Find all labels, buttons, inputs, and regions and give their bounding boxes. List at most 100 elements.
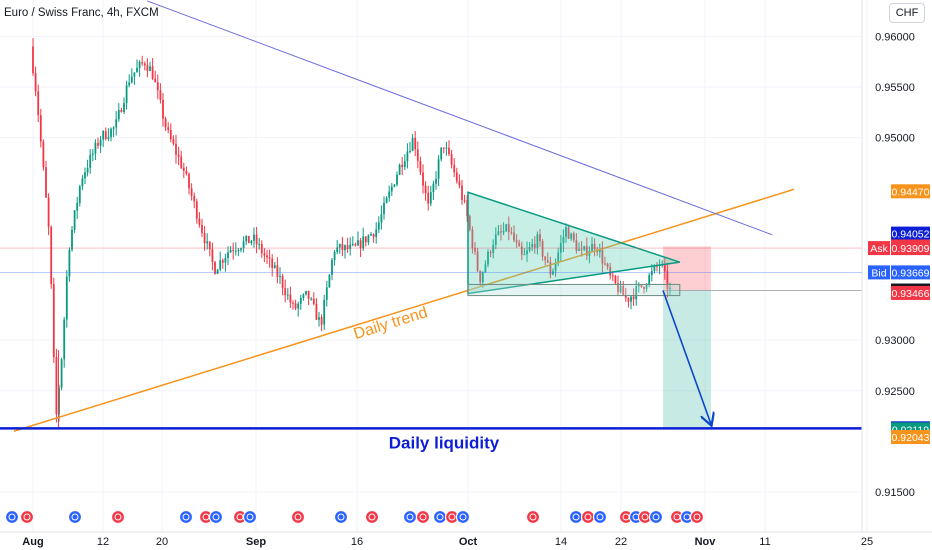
y-tick-label: 0.95000 — [875, 133, 915, 145]
event-marker-icon — [584, 513, 592, 521]
short-position-tool[interactable] — [663, 246, 862, 430]
candle-body — [388, 191, 391, 198]
candle-body — [617, 283, 619, 293]
time-axis[interactable]: Aug 12 20 Sep 16 Oct 14 22 Nov 11 25 — [0, 531, 932, 548]
candle-body — [320, 317, 323, 325]
price-badge-value: 0.92043 — [892, 432, 930, 444]
candle-body — [536, 234, 539, 248]
daily-liquidity-label: Daily liquidity — [389, 433, 500, 452]
candle-body — [318, 317, 320, 320]
price-badge-value: 0.93669 — [892, 267, 930, 279]
candle-body — [84, 172, 86, 179]
candle-body — [650, 270, 653, 276]
candle-body — [375, 229, 378, 238]
candle-body — [89, 154, 92, 169]
candle-body — [643, 286, 645, 289]
candle-body — [107, 137, 110, 140]
candle-body — [133, 72, 136, 77]
candle-body — [598, 249, 601, 253]
candle-body — [393, 184, 396, 187]
candle-body — [315, 303, 318, 320]
candle-body — [260, 243, 263, 254]
event-marker-icon — [448, 513, 456, 521]
candle-body — [180, 156, 183, 168]
candle-body — [117, 110, 120, 120]
candle-body — [346, 245, 349, 249]
candle-body — [167, 127, 170, 131]
candle-body — [401, 164, 404, 168]
event-marker-icon — [572, 513, 580, 521]
y-tick-label: 0.95500 — [875, 82, 915, 94]
price-badge-box — [891, 430, 930, 445]
economic-event-marker — [415, 509, 431, 525]
event-marker-icon — [641, 513, 649, 521]
consolidation-box — [467, 283, 681, 297]
candle-body — [211, 249, 214, 263]
candle-body — [206, 241, 209, 244]
candle-body — [624, 295, 627, 298]
candle-body — [34, 73, 37, 92]
x-tick-label: 12 — [97, 536, 109, 548]
drawing-layer: Daily trend Daily liquidity — [0, 0, 862, 452]
event-marker-icon — [419, 513, 427, 521]
candle-body — [619, 285, 622, 293]
stop-loss-zone — [663, 246, 711, 291]
candle-body — [169, 130, 172, 140]
candle-body — [448, 147, 450, 155]
candle-body — [299, 297, 302, 304]
currency-button[interactable]: CHF — [889, 3, 925, 23]
candle-body — [190, 188, 193, 196]
candle-body — [323, 299, 326, 325]
candle-body — [435, 178, 437, 184]
event-marker-icon — [459, 513, 467, 521]
candle-body — [164, 118, 167, 128]
candle-body — [364, 236, 367, 243]
candle-body — [266, 255, 268, 258]
candle-body — [325, 287, 328, 300]
candle-body — [258, 243, 261, 245]
candle-body — [185, 170, 188, 174]
candle-body — [510, 232, 513, 234]
candle-body — [507, 224, 510, 233]
price-axis[interactable]: 0.96000 0.95500 0.95000 0.93000 0.92500 0.915… — [0, 0, 930, 532]
event-marker-icon — [693, 513, 701, 521]
candle-body — [453, 164, 456, 173]
candle-body — [271, 258, 274, 268]
candle-body — [429, 192, 432, 204]
candle-body — [622, 285, 625, 296]
candle-body — [468, 216, 471, 230]
candle-body — [182, 167, 185, 171]
event-marker-icon — [294, 513, 302, 521]
candle-body — [115, 119, 118, 128]
economic-event-marker — [4, 509, 20, 525]
candle-body — [653, 265, 656, 271]
event-marker-icon — [114, 513, 122, 521]
event-marker-icon — [529, 513, 537, 521]
event-marker-icon — [23, 513, 31, 521]
price-badge: 0.93909 Ask — [0, 241, 930, 256]
candle-body — [242, 241, 245, 249]
candle-body — [494, 234, 497, 245]
economic-event-marker — [208, 509, 224, 525]
candle-body — [531, 244, 534, 248]
x-tick-label: 20 — [156, 536, 168, 548]
candle-body — [247, 235, 250, 244]
candle-body — [39, 115, 42, 142]
candle-body — [136, 67, 138, 73]
candle-body — [302, 294, 305, 298]
candle-body — [585, 246, 588, 256]
candle-body — [565, 227, 567, 237]
event-markers — [4, 509, 705, 525]
y-tick-label: 0.96000 — [875, 31, 915, 43]
candle-body — [424, 185, 427, 193]
candle-body — [648, 275, 651, 286]
candle-body — [312, 298, 315, 304]
candle-body — [32, 46, 34, 74]
x-tick-label: 14 — [555, 536, 567, 548]
economic-event-marker — [648, 509, 664, 525]
candle-body — [466, 200, 469, 217]
candle-body — [234, 250, 237, 252]
candle-body — [479, 270, 482, 283]
x-tick-label: Sep — [246, 536, 266, 548]
